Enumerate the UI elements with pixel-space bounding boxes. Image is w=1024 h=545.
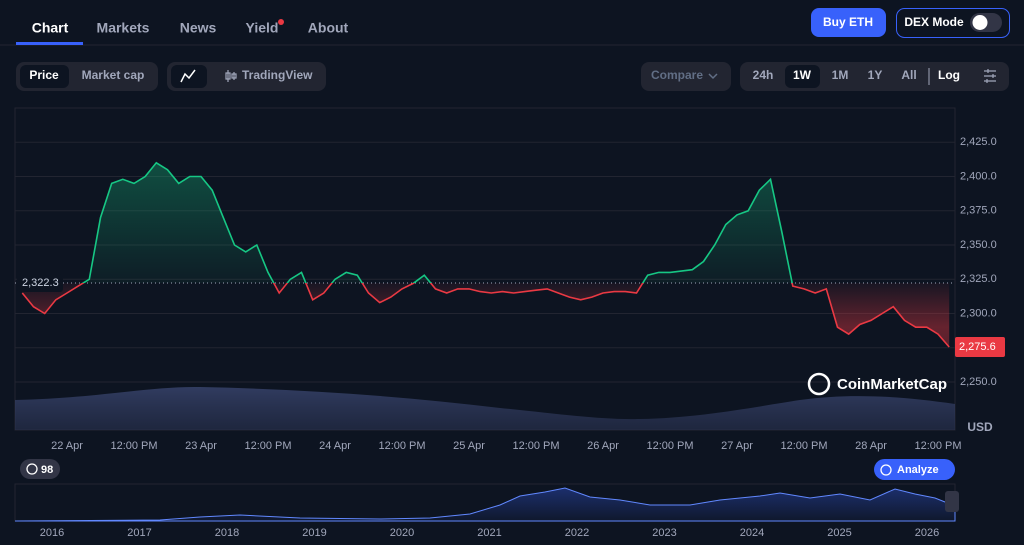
x-tick-label: 28 Apr bbox=[855, 440, 887, 452]
watermark: CoinMarketCap bbox=[807, 372, 947, 396]
x-tick-label: 23 Apr bbox=[185, 440, 217, 452]
chart-type-group bbox=[167, 62, 326, 91]
y-tick-label: 2,300.0 bbox=[960, 307, 997, 319]
line-type-active[interactable] bbox=[171, 65, 207, 88]
year-label: 2017 bbox=[127, 527, 151, 539]
analyze-label[interactable]: Analyze bbox=[897, 464, 939, 476]
range-buttons: 24h 1W 1M 1Y All bbox=[753, 68, 917, 82]
price-area bbox=[22, 162, 950, 347]
year-label: 2023 bbox=[652, 527, 676, 539]
x-tick-label: 12:00 PM bbox=[780, 440, 827, 452]
watermark-text: CoinMarketCap bbox=[837, 376, 947, 393]
dex-label[interactable]: DEX Mode bbox=[904, 15, 964, 29]
y-tick-label: 2,350.0 bbox=[960, 239, 997, 251]
year-label: 2021 bbox=[477, 527, 501, 539]
overview-handle[interactable] bbox=[945, 491, 959, 512]
x-tick-label: 27 Apr bbox=[721, 440, 753, 452]
dex-toggle-knob bbox=[972, 15, 988, 30]
metric-market-cap[interactable]: Market cap bbox=[82, 68, 145, 82]
x-tick-label: 25 Apr bbox=[453, 440, 485, 452]
year-label: 2018 bbox=[215, 527, 239, 539]
range-button[interactable]: 1Y bbox=[868, 68, 883, 82]
x-tick-label: 12:00 PM bbox=[378, 440, 425, 452]
x-tick-label: 12:00 PM bbox=[512, 440, 559, 452]
year-label: 2022 bbox=[565, 527, 589, 539]
range-active bbox=[785, 65, 820, 88]
metric-active bbox=[20, 65, 69, 88]
x-tick-label: 26 Apr bbox=[587, 440, 619, 452]
x-tick-label: 12:00 PM bbox=[244, 440, 291, 452]
range-button[interactable]: 24h bbox=[753, 68, 774, 82]
compare-label[interactable]: Compare bbox=[651, 68, 703, 82]
notification-dot bbox=[278, 19, 284, 25]
y-tick-label: 2,375.0 bbox=[960, 205, 997, 217]
price-line bbox=[21, 161, 950, 348]
badge-text: 98 bbox=[41, 464, 53, 476]
range-button[interactable]: All bbox=[901, 68, 916, 82]
watermark-logo bbox=[807, 372, 831, 396]
overview-years: 2016 2017 2018 2019 2020 2021 2022 2023 2024 2025… bbox=[40, 527, 939, 539]
y-tick-label: 2,400.0 bbox=[960, 170, 997, 182]
analyze-icon bbox=[880, 464, 892, 476]
price-plot: 2,322.3 2,275.6 bbox=[15, 161, 1005, 357]
settings-icon[interactable] bbox=[984, 69, 996, 83]
x-tick-label: 24 Apr bbox=[319, 440, 351, 452]
log-toggle[interactable]: Log bbox=[938, 68, 960, 82]
buy-button[interactable] bbox=[811, 8, 886, 37]
volume-area bbox=[15, 386, 955, 430]
badge-icon bbox=[26, 463, 38, 475]
year-label: 2016 bbox=[40, 527, 64, 539]
last-price-bg bbox=[955, 336, 1005, 357]
tradingview[interactable]: TradingView bbox=[242, 68, 313, 82]
compare-caret bbox=[708, 73, 718, 80]
range-button[interactable]: 1M bbox=[832, 68, 849, 82]
nav-tab[interactable]: Yield bbox=[246, 20, 279, 36]
year-label: 2019 bbox=[302, 527, 326, 539]
range-button[interactable]: 1W bbox=[793, 68, 812, 82]
year-label: 2020 bbox=[390, 527, 414, 539]
analyze-button[interactable] bbox=[874, 459, 955, 480]
nav-tab[interactable]: Markets bbox=[97, 20, 150, 36]
nav-tab[interactable]: News bbox=[180, 20, 217, 36]
line-icon bbox=[180, 69, 196, 83]
baseline-label-bg bbox=[17, 273, 63, 292]
x-axis: 22 Apr 12:00 PM 23 Apr 12:00 PM 24 Apr 12:00 … bbox=[51, 440, 961, 452]
compare-select[interactable] bbox=[641, 62, 731, 91]
badge[interactable] bbox=[20, 459, 60, 479]
year-label: 2026 bbox=[915, 527, 939, 539]
active-tab-underline bbox=[16, 42, 83, 45]
overview-line bbox=[14, 487, 956, 522]
baseline-label: 2,322.3 bbox=[22, 277, 59, 289]
x-tick-label: 12:00 PM bbox=[914, 440, 961, 452]
nav-tabs: Chart Markets News Yield About bbox=[32, 20, 349, 36]
candle-icon bbox=[225, 70, 237, 82]
nav-tab[interactable]: Chart bbox=[32, 20, 69, 36]
x-tick-label: 12:00 PM bbox=[646, 440, 693, 452]
x-tick-label: 22 Apr bbox=[51, 440, 83, 452]
last-price-label: 2,275.6 bbox=[959, 341, 996, 353]
metric-price[interactable]: Price bbox=[29, 68, 59, 82]
nav-tab[interactable]: About bbox=[308, 20, 349, 36]
buy-label[interactable]: Buy ETH bbox=[823, 15, 873, 29]
y-unit: USD bbox=[967, 420, 993, 434]
dex-button[interactable] bbox=[896, 8, 1010, 38]
y-tick-label: 2,325.0 bbox=[960, 273, 997, 285]
x-tick-label: 12:00 PM bbox=[110, 440, 157, 452]
y-tick-label: 2,425.0 bbox=[960, 136, 997, 148]
y-tick-label: 2,250.0 bbox=[960, 376, 997, 388]
year-label: 2025 bbox=[827, 527, 851, 539]
year-label: 2024 bbox=[740, 527, 764, 539]
